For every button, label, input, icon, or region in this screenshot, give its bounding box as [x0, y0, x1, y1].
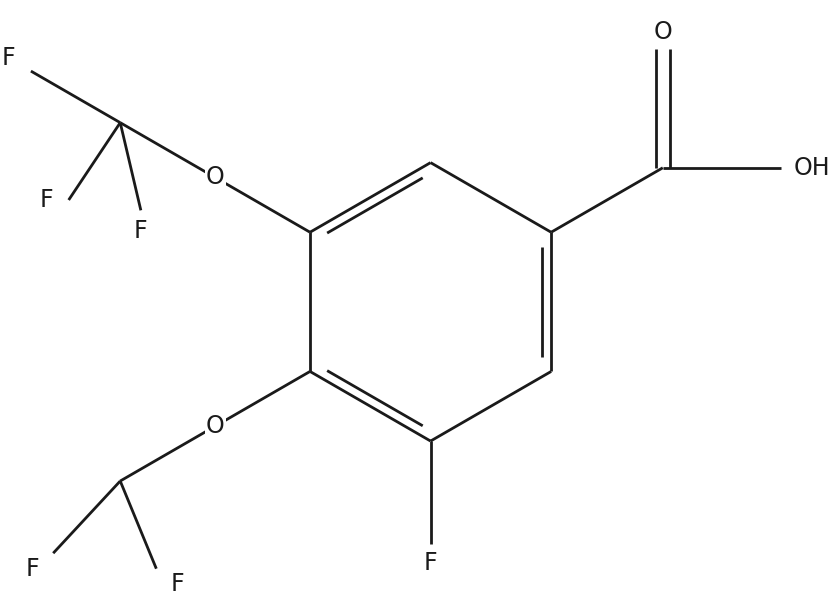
Text: F: F — [134, 219, 148, 243]
Text: O: O — [206, 414, 224, 438]
Text: F: F — [170, 572, 183, 596]
Text: F: F — [39, 188, 53, 212]
Text: F: F — [424, 551, 437, 575]
Text: F: F — [26, 557, 39, 581]
Text: O: O — [206, 165, 224, 190]
Text: O: O — [653, 20, 672, 44]
Text: OH: OH — [794, 156, 831, 180]
Text: F: F — [2, 45, 15, 70]
